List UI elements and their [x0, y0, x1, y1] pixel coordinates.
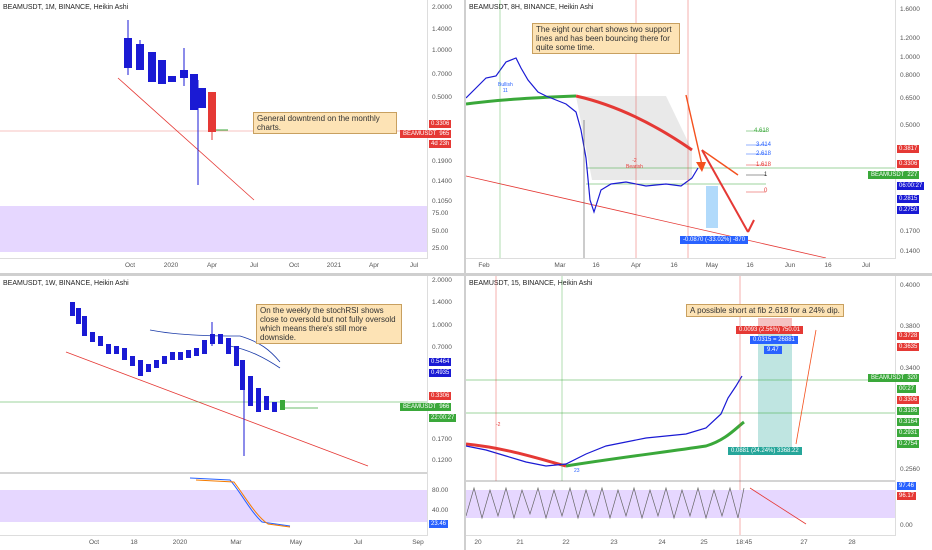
panel-title: BEAMUSDT, 15, BINANCE, Heikin Ashi	[469, 280, 593, 287]
bullish-marker: Bullish 11	[498, 82, 513, 94]
measure-label: -0.0870 (-33.02%) -870	[680, 236, 749, 244]
target-box-top-label: 0.0093 (2.56%) 750.01	[736, 326, 804, 334]
fib-label-2618: 2.618	[756, 151, 772, 157]
target-box-mid-ratio: 9.47	[764, 346, 782, 354]
fib-label-1618: 1.618	[756, 162, 772, 168]
bearish-marker: -2 Bearish	[626, 158, 643, 170]
time-axis[interactable]: Oct 2020 Apr Jul Oct 2021 Apr Jul	[0, 258, 428, 273]
support-line-lower	[466, 175, 827, 259]
bullish-count: 11	[502, 88, 508, 94]
price-line	[466, 375, 743, 467]
price-axis[interactable]: 1.6000 1.2000 1.0000 0.8000 0.6500 0.500…	[895, 0, 932, 273]
chart-panel-8h[interactable]: BEAMUSDT, 8H, BINANCE, Heikin Ashi 4.618…	[466, 0, 932, 273]
chart-panel-15m[interactable]: BEAMUSDT, 15, BINANCE, Heikin Ashi A pos…	[466, 276, 932, 550]
target-box-bottom-label: 0.0881 (24.24%) 3368.22	[728, 447, 802, 455]
ema-line	[565, 420, 745, 468]
marker-23: 23	[574, 468, 580, 474]
stoch-rsi-line	[466, 486, 745, 520]
chart-panel-1m[interactable]: BEAMUSDT, 1M, BINANCE, Heikin Ashi Gener…	[0, 0, 464, 273]
price-plot-1w[interactable]	[0, 276, 428, 536]
fib-label-0: 0	[764, 188, 768, 194]
bullish-label: Bullish	[498, 82, 513, 88]
symbol-tag: BEAMUSDT	[868, 171, 908, 179]
bearish-label: Bearish	[626, 164, 643, 170]
price-plot-15m[interactable]	[466, 276, 896, 536]
panel-title: BEAMUSDT, 1M, BINANCE, Heikin Ashi	[3, 4, 129, 11]
fib-label-1: 1	[764, 172, 768, 178]
time-axis[interactable]: Oct 18 2020 Mar May Jul Sep	[0, 535, 428, 550]
price-plot-8h[interactable]	[466, 0, 896, 259]
annotation-note: A possible short at fib 2.618 for a 24% …	[686, 304, 844, 317]
stoch-rsi-band	[0, 490, 428, 522]
horizontal-divider[interactable]	[0, 273, 932, 276]
price-axis[interactable]: 0.4000 0.3800 0.3728 0.3635 0.3400 0.332…	[895, 276, 932, 550]
fib-label-3414: 3.414	[756, 142, 772, 148]
price-line	[466, 57, 699, 214]
downtrend-line	[65, 351, 369, 467]
annotation-note: The eight our chart shows two support li…	[532, 23, 680, 54]
symbol-tag: BEAMUSDT	[400, 130, 440, 138]
annotation-note: General downtrend on the monthly charts.	[253, 112, 397, 134]
ema-line	[466, 94, 577, 106]
target-box-mid-label: 0.0315 = 26881	[750, 336, 798, 344]
marker-minus-2: -2	[496, 422, 501, 428]
symbol-tag: BEAMUSDT	[868, 374, 908, 382]
annotation-note: On the weekly the stochRSI shows close t…	[256, 304, 402, 344]
time-axis[interactable]: Feb Mar 16 Apr 16 May 16 Jun 16 Jul	[466, 258, 896, 273]
bearish-count: -2	[632, 158, 637, 164]
panel-title: BEAMUSDT, 1W, BINANCE, Heikin Ashi	[3, 280, 129, 287]
fib-label-4618: 4.618	[754, 128, 770, 134]
time-axis[interactable]: 20 21 22 23 24 25 18:45 27 28	[466, 535, 896, 550]
oscillator-band	[0, 206, 428, 252]
price-axis[interactable]: 2.0000 1.4000 1.0000 0.7000 0.5464 0.493…	[427, 276, 464, 550]
chart-panel-1w[interactable]: BEAMUSDT, 1W, BINANCE, Heikin Ashi	[0, 276, 464, 550]
downtrend-line	[117, 77, 255, 201]
price-plot-1m[interactable]	[0, 0, 428, 259]
symbol-tag: BEAMUSDT	[400, 403, 440, 411]
panel-title: BEAMUSDT, 8H, BINANCE, Heikin Ashi	[469, 4, 594, 11]
